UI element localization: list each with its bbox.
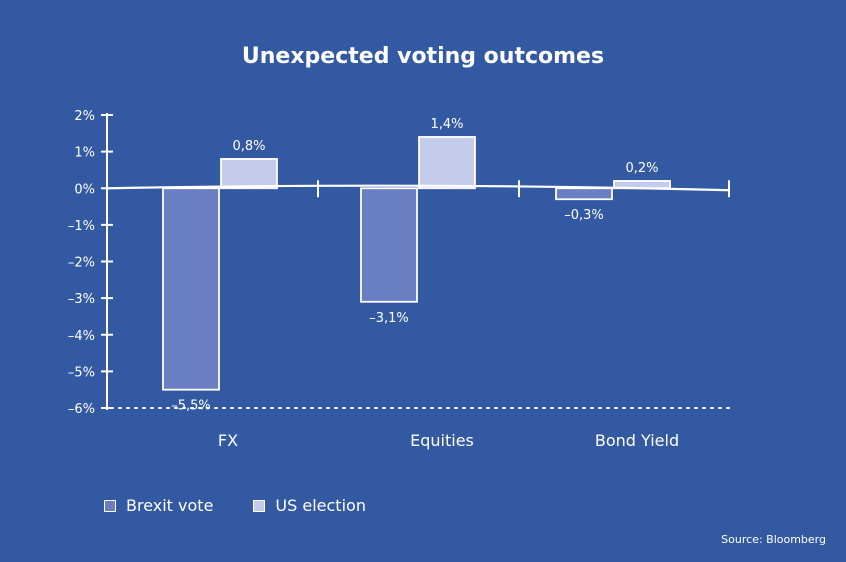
bar-us-fx xyxy=(220,158,278,190)
data-label: –5,5% xyxy=(171,399,211,414)
y-tick-label: –5% xyxy=(68,365,95,380)
category-label: FX xyxy=(218,431,238,450)
data-label: –0,3% xyxy=(564,208,604,223)
data-label: 0,8% xyxy=(232,139,265,154)
legend: Brexit vote US election xyxy=(104,496,366,515)
source-note: Source: Bloomberg xyxy=(721,533,826,546)
legend-item-brexit: Brexit vote xyxy=(104,496,213,515)
y-tick-label: 1% xyxy=(74,146,95,161)
legend-swatch-brexit xyxy=(104,499,116,512)
legend-label-brexit: Brexit vote xyxy=(126,496,214,515)
y-axis: 2% 1% 0% –1% –2% –3% –4% –5% –6% xyxy=(68,109,733,417)
data-label: 1,4% xyxy=(430,117,463,132)
y-tick-label: 2% xyxy=(74,109,95,124)
x-axis: FX Equities Bond Yield xyxy=(106,180,731,450)
legend-label-us: US election xyxy=(275,496,366,515)
legend-item-us: US election xyxy=(253,496,366,515)
bars: –5,5% 0,8% –3,1% 1,4% –0,3% 0,2% xyxy=(162,117,671,414)
y-tick-label: –4% xyxy=(68,329,95,344)
y-tick-label: –2% xyxy=(68,256,95,271)
category-label: Equities xyxy=(410,431,474,450)
y-tick-label: 0% xyxy=(74,182,95,197)
y-tick-label: –6% xyxy=(68,402,95,417)
bar-brexit-fx xyxy=(162,187,220,391)
data-label: –3,1% xyxy=(369,311,409,326)
data-label: 0,2% xyxy=(625,161,658,176)
bar-brexit-equities xyxy=(360,187,418,303)
category-label: Bond Yield xyxy=(595,431,679,450)
bar-us-equities xyxy=(418,136,476,190)
y-tick-label: –3% xyxy=(68,292,95,307)
y-tick-label: –1% xyxy=(68,219,95,234)
legend-swatch-us xyxy=(253,499,266,512)
chart-title: Unexpected voting outcomes xyxy=(241,44,605,69)
bar-brexit-bond-yield xyxy=(555,187,613,201)
zero-line xyxy=(106,184,731,192)
